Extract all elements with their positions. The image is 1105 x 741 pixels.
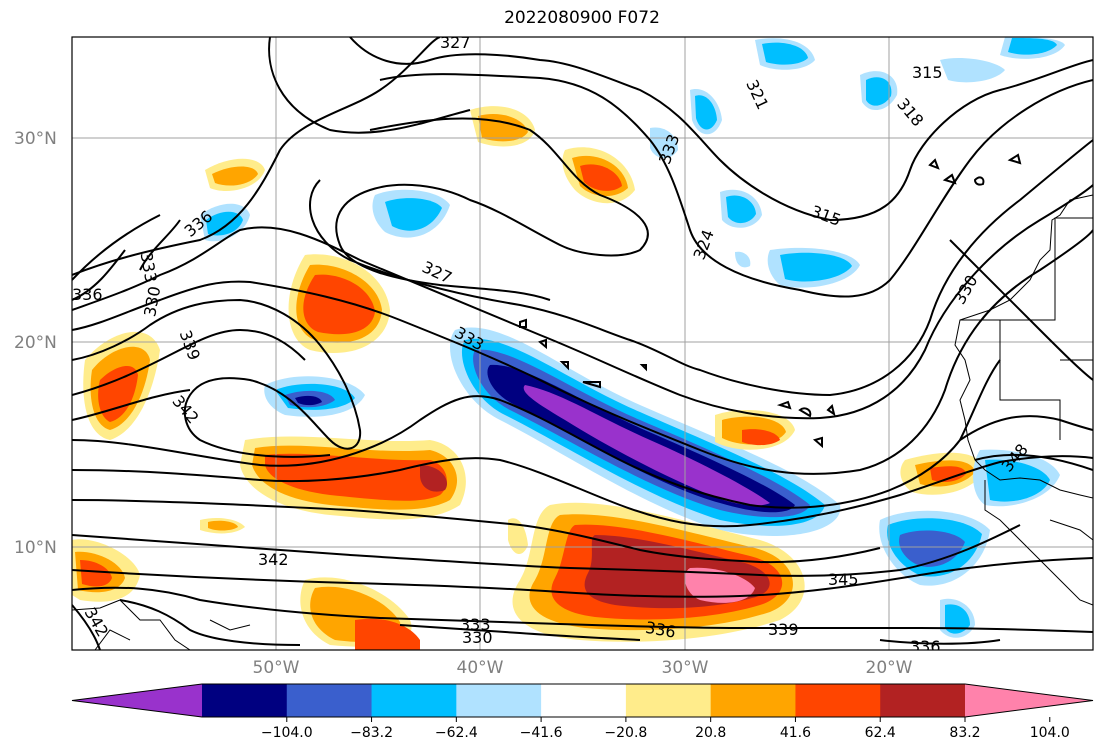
- lat-label-20n: 20°N: [14, 333, 57, 353]
- colorbar-tick-label: 62.4: [865, 725, 896, 741]
- colorbar-extend-max: [965, 684, 1093, 717]
- colorbar-tick-label: 20.8: [695, 725, 726, 741]
- contour-label-330-bottom: 330: [462, 628, 493, 647]
- colorbar-tick-label: −104.0: [261, 725, 313, 741]
- contour-lines: [72, 37, 1093, 650]
- colorbar-tick-label: 83.2: [949, 725, 980, 741]
- map-frame: [71, 36, 1094, 651]
- contour-label-339-bottom: 339: [768, 620, 799, 639]
- lon-label-30w: 30°W: [662, 658, 709, 678]
- colorbar-outline: [71, 683, 1094, 718]
- colorbar-segment: [456, 684, 542, 717]
- contour-label-336-left: 336: [72, 285, 103, 304]
- colorbar-segment: [202, 684, 288, 717]
- colorbar-segment: [371, 684, 457, 717]
- latitude-labels: 30°N 20°N 10°N: [14, 129, 57, 558]
- colorbar-segment: [286, 684, 373, 717]
- gridlines: [72, 37, 1093, 650]
- colorbar-segment: [541, 684, 627, 717]
- colorbar-segment: [795, 684, 881, 717]
- colorbar-extend-min: [72, 684, 202, 717]
- colorbar-tick-label: 41.6: [780, 725, 811, 741]
- map-title: 2022080900 F072: [504, 8, 660, 28]
- lat-label-30n: 30°N: [14, 129, 57, 149]
- colorbar-segment: [625, 684, 712, 717]
- lon-label-40w: 40°W: [457, 658, 504, 678]
- colorbar-tick-label: −41.6: [520, 725, 563, 741]
- contour-label-345: 345: [828, 570, 859, 589]
- lon-label-20w: 20°W: [866, 658, 913, 678]
- contour-label-315-top: 315: [912, 63, 943, 82]
- colorbar: −104.0 −83.2 −62.4 −41.6 −20.8 20.8 41.6 62.4 83…: [71, 683, 1094, 741]
- colorbar-tick-label: 104.0: [1030, 725, 1070, 741]
- coastlines: [72, 194, 1093, 650]
- longitude-labels: 50°W 40°W 30°W 20°W: [253, 658, 913, 678]
- contour-label-342-mid: 342: [258, 550, 289, 569]
- colorbar-segment: [710, 684, 796, 717]
- contour-label-333-bottom: 333: [460, 615, 491, 634]
- contour-label-327-top: 327: [440, 33, 471, 52]
- lat-label-10n: 10°N: [14, 538, 57, 558]
- contour-label-336-bottom-right: 336: [910, 637, 941, 656]
- colorbar-tick-label: −20.8: [604, 725, 647, 741]
- colorbar-tick-label: −62.4: [435, 725, 478, 741]
- lon-label-50w: 50°W: [253, 658, 300, 678]
- colorbar-tick-label: −83.2: [350, 725, 393, 741]
- colorbar-segment: [880, 684, 966, 717]
